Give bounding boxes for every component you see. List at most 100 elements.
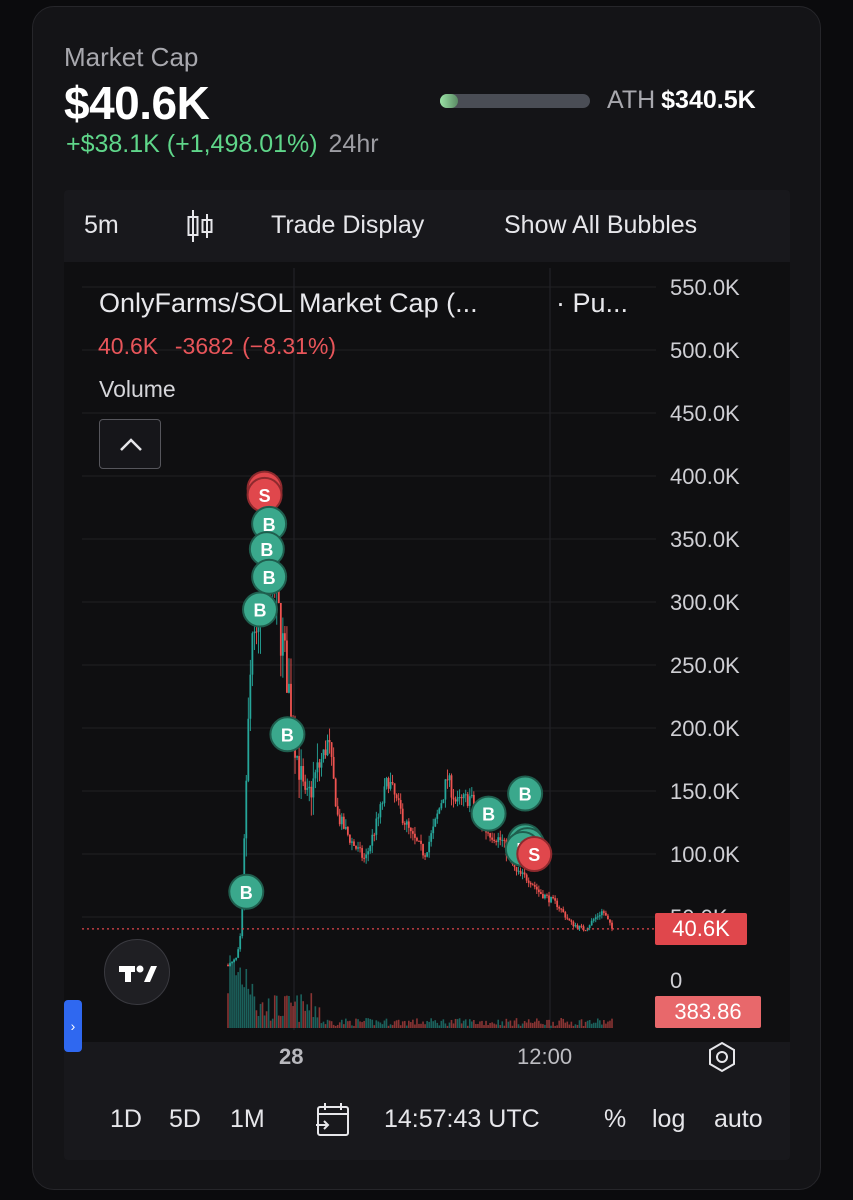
volume-bar: [231, 963, 233, 1028]
candle-body: [558, 907, 561, 909]
volume-bar: [603, 1020, 605, 1028]
trade-display-button[interactable]: Trade Display: [271, 211, 425, 239]
volume-bar: [599, 1020, 601, 1028]
volume-bar: [471, 1021, 473, 1028]
candle-body: [353, 841, 355, 846]
candle-body: [296, 756, 298, 758]
volume-bar: [290, 1002, 292, 1028]
ath-progress-bar: [440, 94, 590, 108]
volume-bar: [560, 1018, 563, 1028]
interval-button[interactable]: 5m: [84, 211, 119, 239]
volume-bar: [533, 1021, 536, 1028]
volume-bar: [322, 1021, 325, 1028]
chart-area[interactable]: [64, 262, 790, 1042]
tradingview-logo[interactable]: [104, 939, 170, 1005]
volume-bar: [505, 1018, 508, 1028]
bubble-label: B: [519, 785, 532, 805]
volume-bar: [314, 1006, 317, 1028]
volume-bar: [448, 1022, 451, 1028]
volume-bar: [584, 1021, 587, 1028]
volume-bar: [607, 1021, 609, 1028]
volume-bar: [418, 1023, 420, 1028]
volume-bar: [328, 1020, 331, 1028]
log-scale-button[interactable]: log: [652, 1105, 686, 1133]
candle-body: [407, 821, 410, 828]
candle-body: [544, 894, 546, 899]
candle-body: [525, 874, 528, 881]
volume-bar: [349, 1020, 351, 1028]
volume-bar: [273, 995, 276, 1028]
candlestick-icon[interactable]: [186, 208, 214, 244]
volume-bar: [304, 1010, 307, 1028]
buy-bubble: [242, 591, 278, 628]
candle-body: [241, 908, 244, 937]
volume-bar: [473, 1019, 475, 1028]
candle-body: [279, 602, 282, 656]
volume-bar: [412, 1019, 414, 1028]
volume-bar: [605, 1023, 607, 1028]
volume-bar: [542, 1024, 544, 1028]
candle-body: [552, 896, 554, 899]
volume-bar: [531, 1023, 534, 1028]
volume-bar: [259, 1003, 262, 1028]
candle-body: [247, 718, 250, 781]
volume-bar: [416, 1018, 418, 1028]
candle-body: [546, 894, 548, 896]
candle-body: [308, 786, 311, 789]
candle-body: [349, 834, 351, 843]
candle-body: [550, 896, 552, 903]
range-1d-button[interactable]: 1D: [110, 1105, 142, 1133]
volume-bar: [438, 1025, 441, 1028]
buy-bubble: [470, 795, 507, 832]
volume-bar: [556, 1025, 558, 1028]
volume-bar: [601, 1024, 603, 1028]
volume-bar: [454, 1018, 457, 1028]
volume-tag: 383.86: [655, 996, 761, 1028]
range-1m-button[interactable]: 1M: [230, 1105, 265, 1133]
candle-body: [572, 921, 575, 927]
volume-bar: [247, 988, 250, 1028]
bubble-label: B: [240, 883, 253, 903]
y-axis-tick: 100.0K: [670, 842, 740, 867]
tradingview-icon: [119, 965, 157, 982]
volume-bar: [592, 1022, 595, 1028]
volume-bar: [343, 1024, 345, 1028]
auto-scale-button[interactable]: auto: [714, 1105, 763, 1133]
candle-body: [409, 827, 412, 832]
volume-bar: [363, 1020, 365, 1028]
candle-body: [375, 818, 378, 835]
candle-body: [456, 797, 459, 802]
volume-bar: [503, 1025, 506, 1028]
calendar-goto-icon[interactable]: [314, 1101, 352, 1139]
volume-bar: [395, 1020, 398, 1028]
utc-time[interactable]: 14:57:43 UTC: [384, 1105, 540, 1133]
candle-body: [428, 841, 431, 853]
candle-body: [442, 799, 445, 804]
range-5d-button[interactable]: 5D: [169, 1105, 201, 1133]
collapse-legend-button[interactable]: [99, 419, 161, 469]
legend-values: 40.6K -3682 (−8.31%): [98, 333, 336, 360]
volume-bar: [456, 1019, 459, 1028]
expand-sidebar-tab[interactable]: ›: [64, 1000, 82, 1052]
chart-settings-icon[interactable]: [706, 1040, 738, 1074]
candle-body: [322, 749, 325, 759]
volume-bar: [442, 1019, 445, 1028]
candle-body: [592, 919, 595, 921]
volume-bar: [489, 1022, 491, 1028]
bubble-label: B: [260, 540, 273, 560]
candle-body: [342, 816, 345, 829]
candle-body: [227, 964, 229, 967]
volume-bar: [229, 955, 231, 1028]
show-all-bubbles-button[interactable]: Show All Bubbles: [504, 211, 698, 239]
volume-bar: [487, 1024, 489, 1028]
volume-bar: [568, 1024, 571, 1028]
candle-body: [357, 847, 359, 849]
percent-scale-button[interactable]: %: [604, 1105, 627, 1133]
volume-bar: [288, 995, 290, 1028]
volume-bar: [580, 1019, 583, 1028]
legend-change: -3682 (−8.31%): [174, 333, 337, 359]
volume-bar: [361, 1022, 363, 1028]
volume-bar: [277, 1015, 280, 1028]
volume-bar: [257, 1016, 260, 1028]
